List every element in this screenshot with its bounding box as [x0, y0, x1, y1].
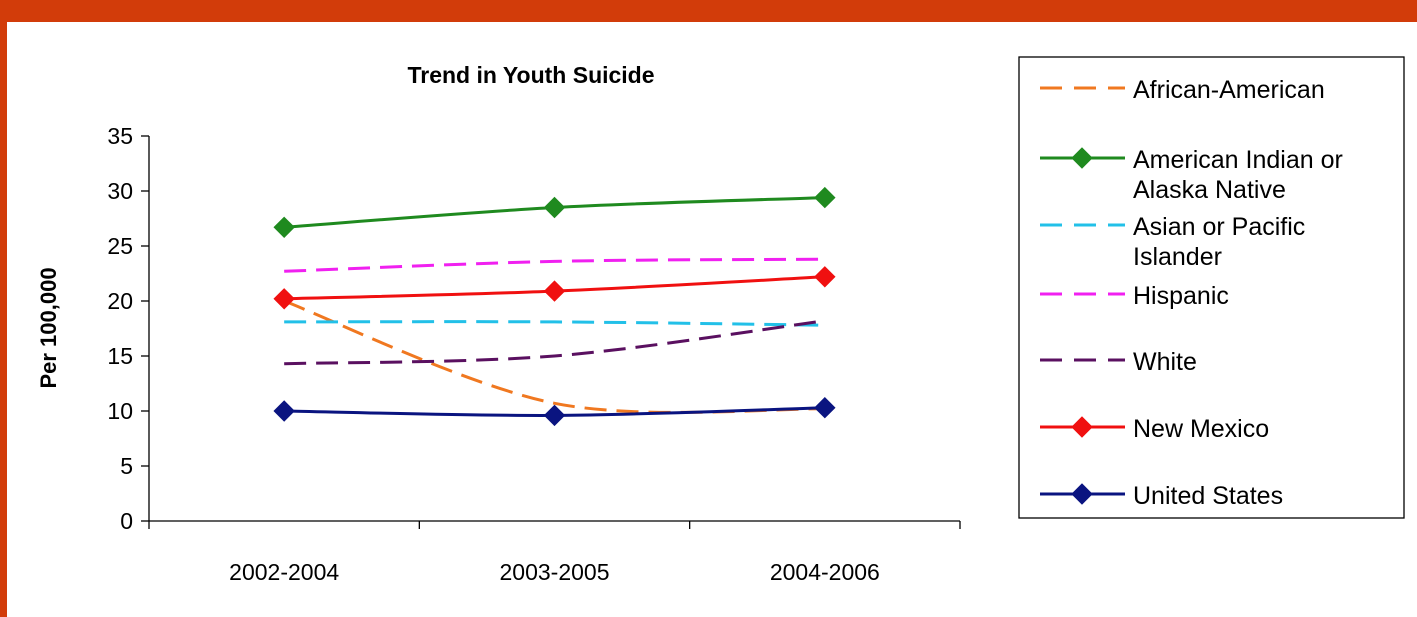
data-point-american-indian-or-alaska-native [543, 196, 566, 219]
y-tick-label: 20 [107, 288, 133, 314]
legend-label: Alaska Native [1133, 176, 1286, 204]
series-american-indian-or-alaska-native [273, 186, 836, 239]
legend-label: New Mexico [1133, 415, 1269, 443]
series-white [284, 319, 826, 366]
y-axis-ticks: 0 5 10 15 20 25 30 35 [107, 123, 149, 534]
legend-label: Asian or Pacific [1133, 213, 1305, 241]
data-point-united-states [273, 400, 295, 422]
series-line-white [284, 319, 826, 366]
series-hispanic [284, 257, 825, 273]
data-point-united-states [814, 396, 836, 419]
series-layer [273, 186, 836, 427]
series-united-states [273, 396, 836, 427]
x-tick-label: 2004-2006 [770, 559, 880, 585]
legend-label: White [1133, 348, 1197, 376]
chart-title: Trend in Youth Suicide [407, 62, 654, 88]
legend-item-hispanic: Hispanic [1040, 282, 1229, 310]
data-point-american-indian-or-alaska-native [273, 216, 295, 239]
y-tick-label: 10 [107, 398, 133, 424]
data-point-new-mexico [814, 266, 836, 288]
axes [148, 136, 960, 522]
legend-item-african-american: African-American [1040, 76, 1325, 104]
y-tick-label: 5 [120, 453, 133, 479]
legend-marker-united-states [1071, 483, 1093, 505]
legend-item-white: White [1040, 348, 1197, 376]
data-point-new-mexico [543, 280, 566, 302]
legend: African-American American Indian orAlaska… [1040, 76, 1343, 510]
x-tick-label: 2002-2004 [229, 559, 339, 585]
y-tick-label: 0 [120, 508, 133, 534]
series-asian-or-pacific-islander [284, 320, 825, 327]
legend-item-new-mexico: New Mexico [1040, 415, 1269, 443]
y-axis-label: Per 100,000 [36, 267, 61, 388]
y-tick-label: 25 [107, 233, 133, 259]
y-tick-label: 30 [107, 178, 133, 204]
legend-label: United States [1133, 482, 1283, 510]
legend-label: African-American [1133, 76, 1325, 104]
y-tick-label: 15 [107, 343, 133, 369]
data-point-united-states [543, 404, 566, 427]
legend-label: Islander [1133, 243, 1222, 271]
series-line-asian-or-pacific-islander [284, 320, 825, 327]
data-point-new-mexico [273, 288, 295, 310]
top-border-band [0, 0, 1417, 22]
legend-marker-new-mexico [1071, 416, 1093, 438]
series-line-hispanic [284, 257, 825, 273]
x-tick-label: 2003-2005 [500, 559, 610, 585]
legend-marker-american-indian-or-alaska-native [1071, 147, 1093, 169]
left-border-band [0, 0, 7, 617]
series-new-mexico [273, 266, 836, 310]
y-tick-label: 35 [107, 123, 133, 149]
legend-box [1018, 56, 1405, 519]
legend-item-united-states: United States [1040, 482, 1283, 510]
data-point-american-indian-or-alaska-native [814, 186, 836, 209]
legend-label: American Indian or [1133, 146, 1343, 174]
legend-label: Hispanic [1133, 282, 1229, 310]
x-axis-ticks: 2002-2004 2003-2005 2004-2006 [148, 521, 961, 585]
